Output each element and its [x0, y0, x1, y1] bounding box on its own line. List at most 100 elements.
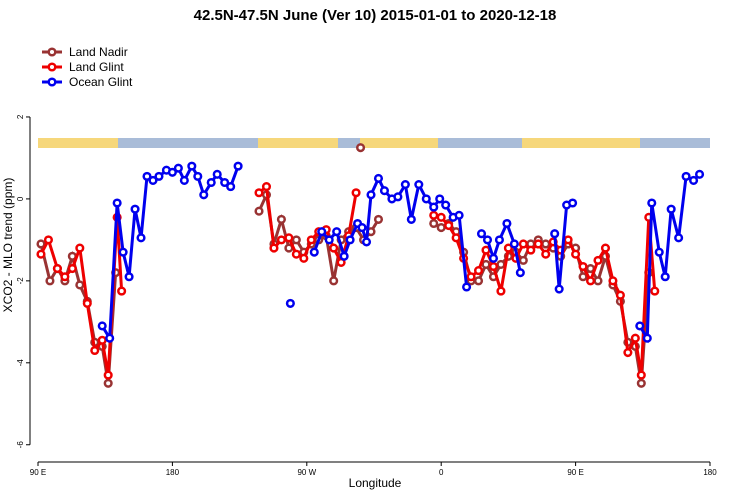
- point: [694, 169, 705, 179]
- point: [454, 210, 464, 220]
- legend-marker: [47, 62, 57, 72]
- point: [193, 171, 203, 181]
- y-tick-label: -6: [16, 441, 25, 449]
- x-tick-label: 0: [439, 468, 444, 477]
- x-tick-label: 180: [703, 468, 717, 477]
- point: [481, 245, 491, 255]
- point: [276, 235, 286, 245]
- point: [541, 249, 551, 259]
- point: [515, 268, 525, 278]
- point: [373, 173, 384, 183]
- point: [36, 249, 46, 259]
- series-line: [39, 183, 657, 376]
- point: [45, 276, 55, 286]
- point: [103, 370, 113, 380]
- point: [226, 182, 236, 192]
- point: [666, 204, 676, 214]
- point: [647, 198, 657, 208]
- point: [136, 233, 146, 243]
- point: [276, 214, 286, 224]
- point: [451, 233, 461, 243]
- point: [518, 239, 528, 249]
- point: [473, 266, 484, 276]
- point: [284, 233, 294, 243]
- point: [578, 272, 588, 282]
- point: [660, 272, 670, 282]
- y-tick-label: -2: [16, 277, 25, 285]
- point: [635, 321, 645, 331]
- point: [509, 239, 519, 249]
- point: [593, 255, 603, 265]
- point: [481, 259, 491, 270]
- point: [563, 235, 573, 245]
- point: [339, 251, 349, 261]
- point: [317, 227, 327, 237]
- point: [112, 198, 122, 208]
- point: [324, 235, 334, 245]
- point: [148, 175, 158, 186]
- point: [435, 194, 445, 204]
- point: [533, 239, 543, 249]
- point: [199, 190, 209, 200]
- point: [502, 218, 512, 229]
- point: [414, 180, 424, 190]
- y-tick-label: 2: [16, 114, 25, 119]
- point: [681, 171, 691, 181]
- point: [636, 370, 646, 380]
- point: [636, 378, 646, 388]
- point: [674, 233, 684, 243]
- point: [291, 235, 301, 245]
- legend-marker: [47, 77, 57, 87]
- point: [75, 280, 85, 290]
- legend-marker: [47, 47, 57, 57]
- point: [488, 261, 499, 272]
- point: [571, 249, 581, 259]
- point: [103, 378, 113, 388]
- point: [269, 243, 279, 253]
- point: [494, 235, 504, 245]
- point: [97, 335, 107, 345]
- point: [444, 220, 454, 231]
- point: [436, 223, 446, 233]
- map-strip: [38, 138, 710, 148]
- point: [329, 243, 339, 253]
- point: [254, 206, 264, 216]
- point: [356, 143, 366, 153]
- point: [518, 255, 528, 265]
- point: [90, 345, 100, 356]
- point: [373, 214, 384, 224]
- point: [615, 290, 625, 300]
- point: [105, 333, 115, 343]
- point: [52, 264, 62, 274]
- point: [142, 171, 152, 181]
- point: [585, 276, 596, 286]
- point: [689, 175, 699, 186]
- point: [441, 200, 451, 210]
- point: [429, 210, 439, 220]
- point: [67, 264, 77, 274]
- point: [329, 276, 339, 286]
- legend-label: Land Nadir: [69, 45, 128, 59]
- point: [285, 298, 295, 308]
- point: [526, 245, 536, 255]
- point: [154, 171, 164, 181]
- point: [309, 247, 319, 257]
- y-tick-label: -4: [16, 359, 25, 367]
- point: [299, 253, 309, 263]
- point: [60, 272, 70, 282]
- point: [82, 298, 92, 308]
- point: [357, 223, 367, 233]
- point: [379, 186, 390, 196]
- point: [608, 276, 618, 286]
- point: [220, 177, 230, 188]
- legend-label: Ocean Glint: [69, 75, 133, 89]
- x-tick-label: 90 W: [297, 468, 316, 477]
- point: [476, 229, 487, 239]
- point: [642, 333, 652, 343]
- point: [503, 243, 513, 253]
- point: [496, 286, 506, 296]
- point: [406, 214, 416, 224]
- point: [466, 272, 476, 282]
- point: [43, 235, 54, 245]
- point: [206, 177, 216, 188]
